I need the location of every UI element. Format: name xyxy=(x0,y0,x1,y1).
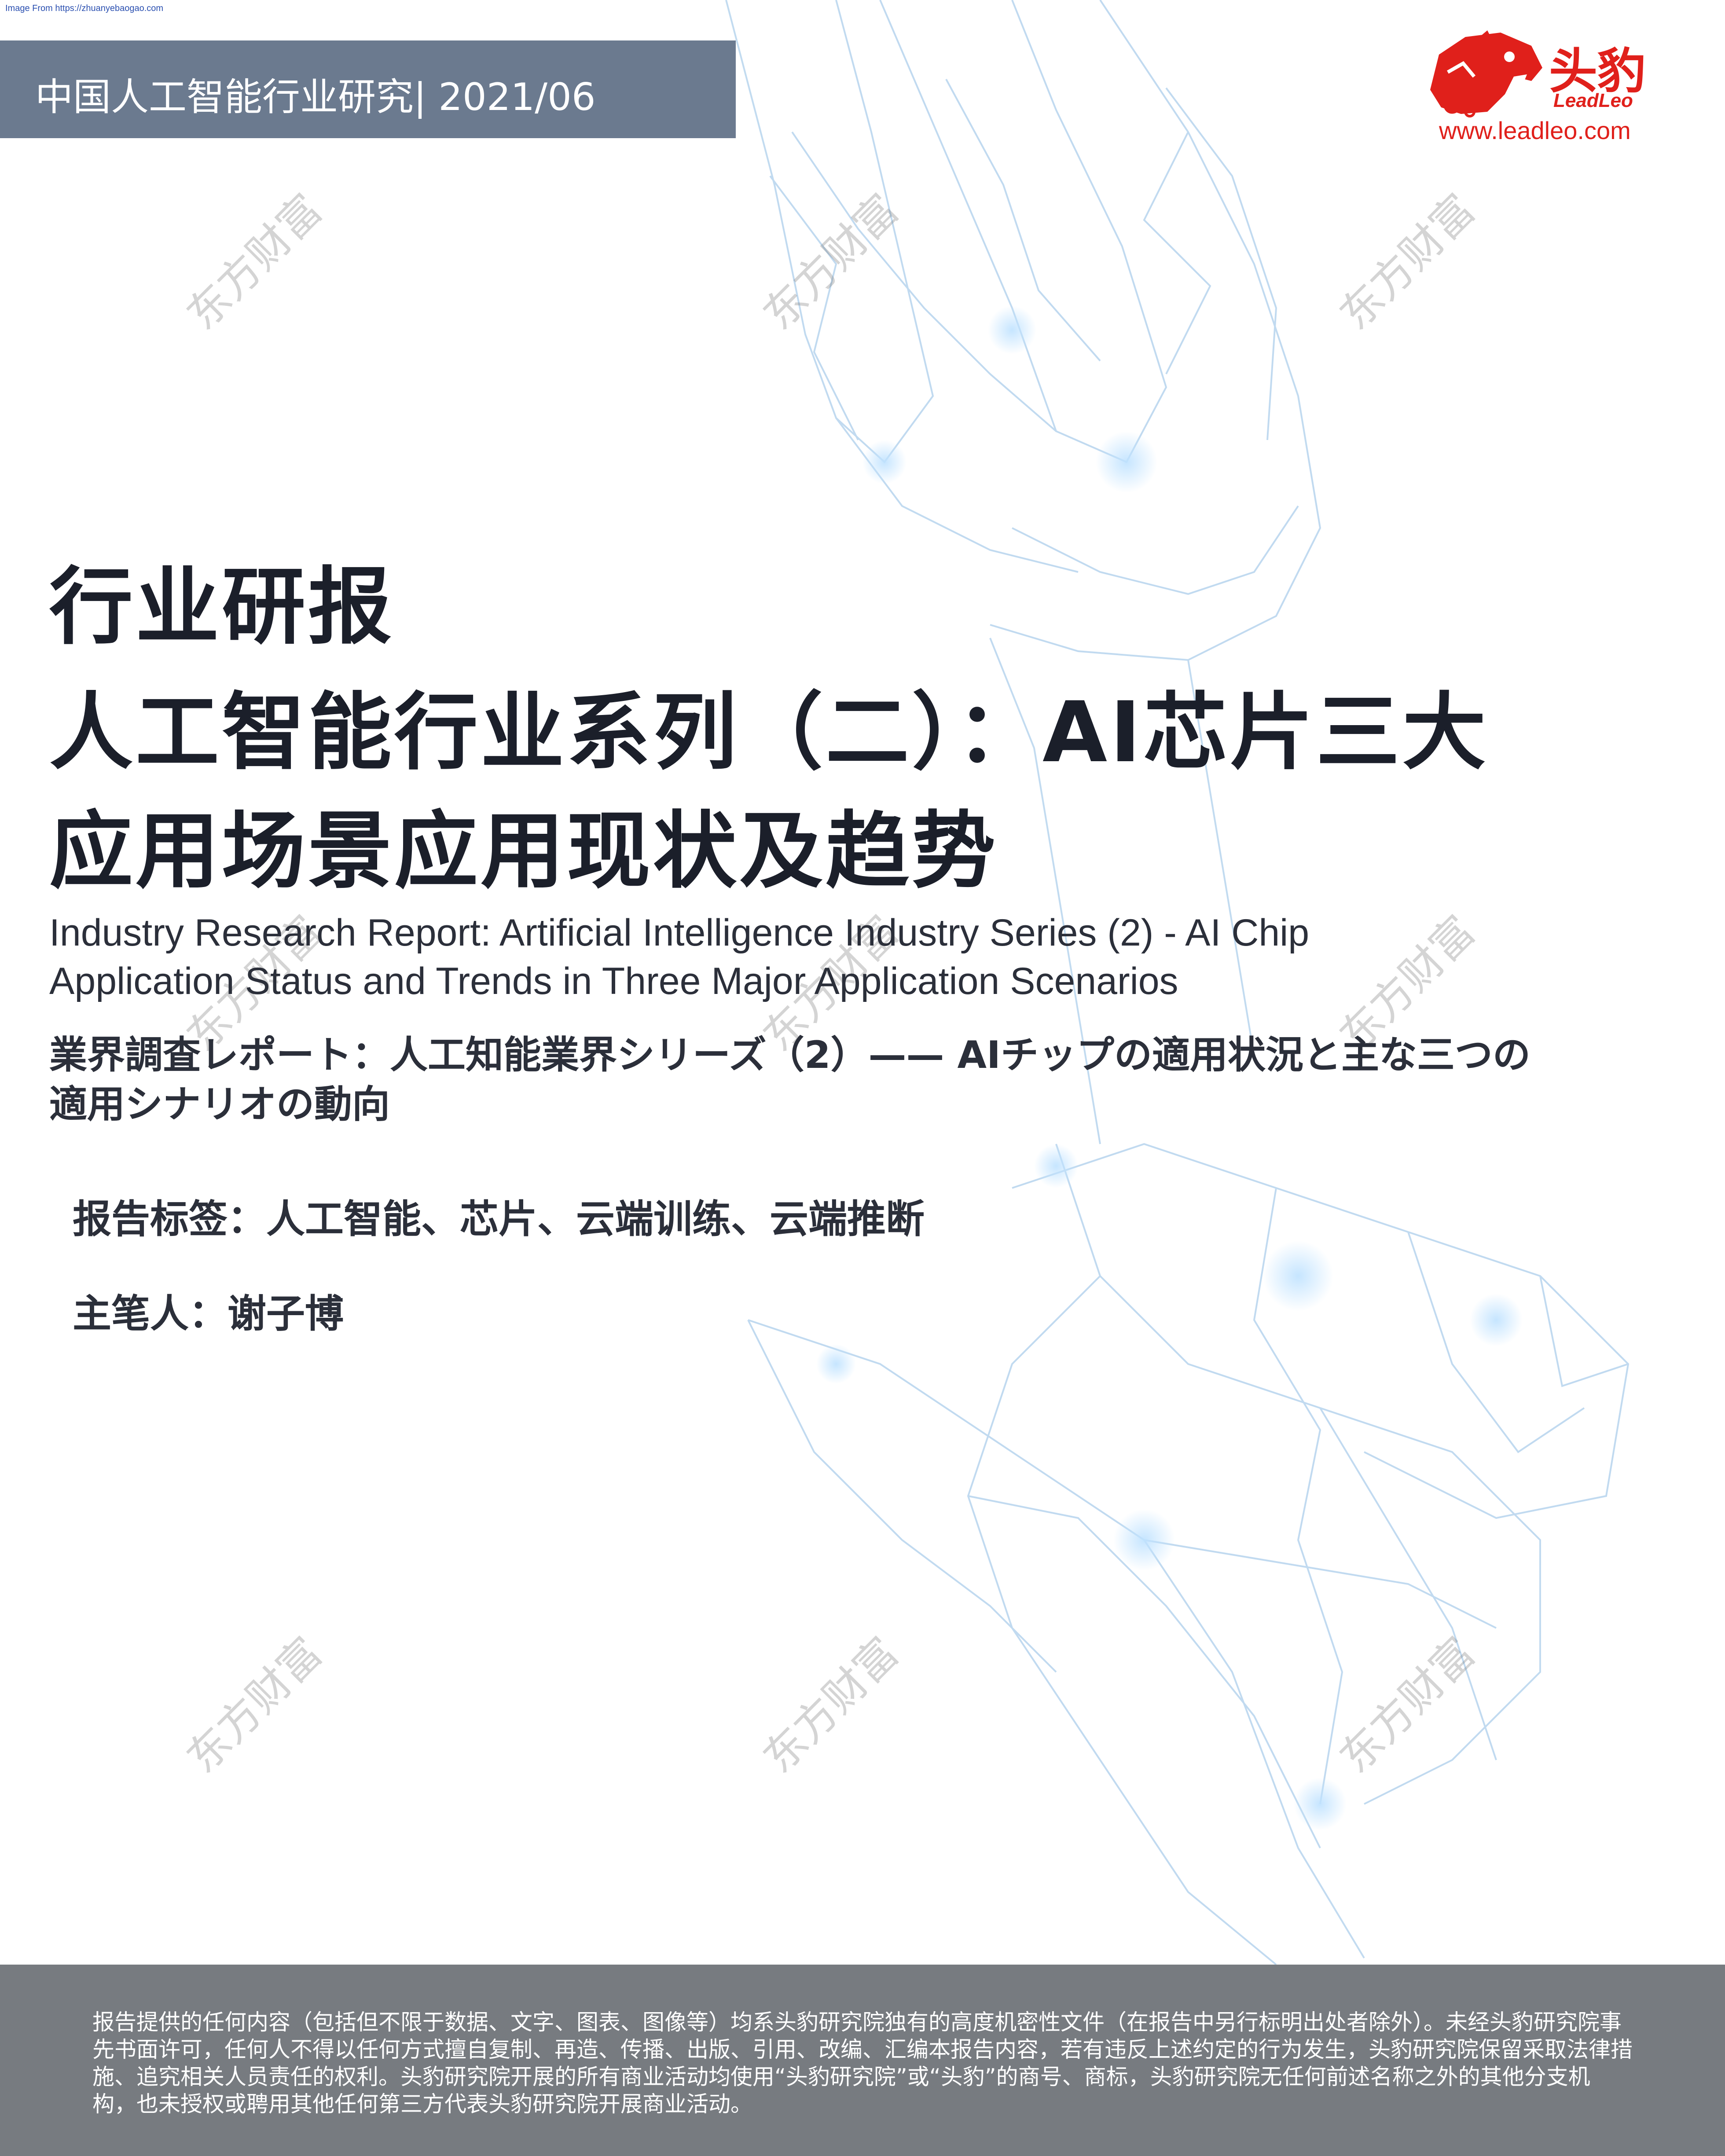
report-title-japanese: 業界調査レポート：人工知能業界シリーズ（2）—— AIチップの適用状況と主な三つ… xyxy=(49,1033,1531,1126)
report-title-english: Industry Research Report: Artificial Int… xyxy=(49,912,1310,1002)
footer-disclaimer-band: 报告提供的任何内容（包括但不限于数据、文字、图表、图像等）均系头豹研究院独有的高… xyxy=(0,1965,1725,2156)
leadleo-logo: 头豹 LeadLeo www.leadleo.com xyxy=(1421,24,1668,156)
logo-name-en: LeadLeo xyxy=(1553,90,1633,111)
logo-url[interactable]: www.leadleo.com xyxy=(1439,117,1631,144)
report-title: 人工智能行业系列（二）：AI芯片三大应用场景应用现状及趋势 xyxy=(49,684,1489,900)
leopard-head-icon xyxy=(1430,30,1542,117)
disclaimer-text: 报告提供的任何内容（包括但不限于数据、文字、图表、图像等）均系头豹研究院独有的高… xyxy=(92,2009,1633,2117)
report-type-heading: 行业研报 xyxy=(49,558,395,656)
source-note: Image From https://zhuanyebaogao.com xyxy=(5,4,164,13)
logo-name-cn: 头豹 xyxy=(1549,43,1646,99)
report-tags: 报告标签：人工智能、芯片、云端训练、云端推断 xyxy=(73,1196,925,1242)
report-author: 主笔人：谢子博 xyxy=(73,1291,344,1336)
header-band: 中国人工智能行业研究| 2021/06 xyxy=(0,40,736,138)
report-series-date: 中国人工智能行业研究| 2021/06 xyxy=(35,75,596,119)
